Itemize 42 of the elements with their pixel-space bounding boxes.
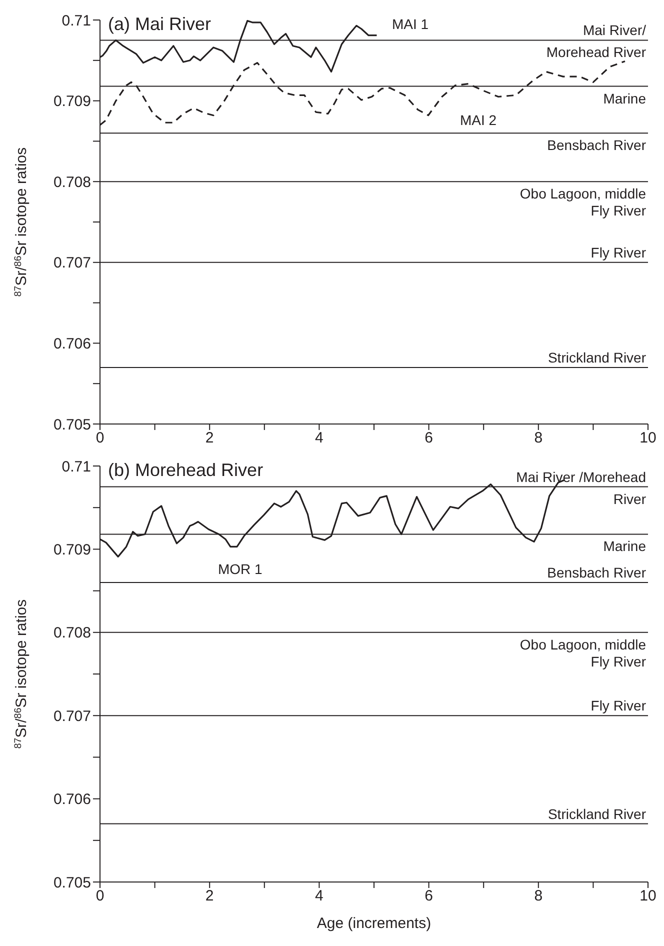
y-tick-label: 0.708 [53, 624, 91, 642]
x-tick-label: 0 [96, 430, 104, 447]
y-tick-label: 0.705 [53, 416, 91, 434]
x-tick-label: 4 [315, 430, 324, 447]
x-tick-label: 0 [96, 888, 104, 905]
ref-line-label: Obo Lagoon, middle Fly River [520, 636, 646, 670]
y-tick-label: 0.709 [53, 542, 91, 559]
y-tick-label: 0.71 [62, 458, 91, 476]
x-tick-label: 6 [424, 888, 433, 905]
ref-line-label: Strickland River [548, 349, 646, 366]
ref-line-label: Obo Lagoon, middle Fly River [520, 186, 646, 219]
ref-line-label: Mai River/ Morehead River [546, 22, 646, 60]
ref-line-label: Bensbach River [547, 564, 646, 580]
chart-title: (b) Morehead River [108, 460, 264, 481]
x-tick-label: 8 [534, 430, 543, 447]
ref-line-label: Strickland River [548, 806, 646, 822]
y-tick-label: 0.71 [62, 12, 91, 30]
y-tick-label: 0.708 [53, 174, 91, 191]
y-tick-label: 0.707 [53, 254, 91, 272]
x-tick-label: 8 [534, 888, 543, 905]
ref-line-label: Bensbach River [547, 137, 646, 154]
ref-line-label: Mai River /Morehead River [516, 468, 646, 507]
x-tick-label: 10 [640, 430, 656, 447]
annotation: MAI 2 [460, 112, 497, 128]
y-tick-label: 0.706 [53, 791, 91, 808]
x-tick-label: 6 [424, 430, 433, 447]
y-tick-label: 0.705 [53, 874, 91, 892]
annotation: MAI 1 [392, 16, 429, 32]
y-tick-label: 0.707 [53, 708, 91, 725]
chart-title: (a) Mai River [108, 14, 212, 35]
x-tick-label: 4 [315, 888, 324, 905]
x-tick-label: 10 [640, 888, 656, 905]
annotation: MOR 1 [218, 561, 262, 577]
ref-line-label: Marine [603, 538, 646, 554]
x-axis-title: Age (increments) [316, 915, 432, 932]
ref-line-label: Marine [603, 90, 646, 106]
ref-line-label: Fly River [590, 244, 646, 260]
y-tick-label: 0.709 [53, 93, 91, 110]
x-tick-label: 2 [205, 430, 214, 447]
ref-line-label: Fly River [590, 698, 646, 714]
y-tick-label: 0.706 [53, 336, 91, 353]
x-tick-label: 2 [205, 888, 214, 905]
